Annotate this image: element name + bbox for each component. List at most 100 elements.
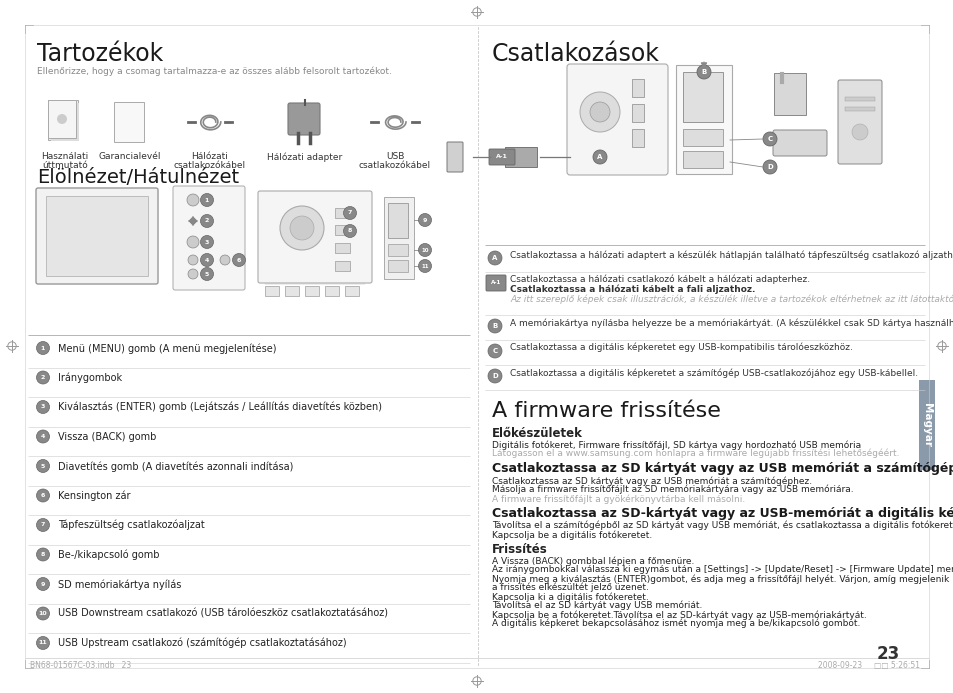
Text: úttmutató: úttmutató: [42, 161, 88, 170]
Bar: [335, 225, 350, 235]
Bar: [388, 260, 408, 272]
Circle shape: [579, 92, 619, 132]
Text: USB Upstream csatlakozó (számítógép csatlakoztatásához): USB Upstream csatlakozó (számítógép csat…: [58, 638, 346, 649]
FancyBboxPatch shape: [837, 80, 882, 164]
Text: 4: 4: [41, 434, 45, 439]
Circle shape: [343, 207, 356, 220]
Circle shape: [57, 114, 67, 124]
Text: A memóriakártya nyílásba helyezze be a memóriakártyát. (A készülékkel csak SD ká: A memóriakártya nyílásba helyezze be a m…: [510, 318, 953, 328]
Circle shape: [488, 344, 501, 358]
Circle shape: [36, 342, 50, 355]
Text: 11: 11: [421, 263, 428, 268]
Text: Csatlakoztassa az SD kártyát vagy az USB memóriát a számítógéphez.: Csatlakoztassa az SD kártyát vagy az USB…: [492, 476, 811, 486]
Text: Kapcsolja be a fotókeretet.Távolítsa el az SD-kártyát vagy az USB-memóriakártyát: Kapcsolja be a fotókeretet.Távolítsa el …: [492, 610, 866, 620]
Circle shape: [200, 193, 213, 207]
Text: A Vissza (BACK) gombbal lépjen a főmenüre.: A Vissza (BACK) gombbal lépjen a főmenür…: [492, 556, 694, 565]
Text: Másolja a firmware frissítőfájlt az SD memóriakártyára vagy az USB memóriára.: Másolja a firmware frissítőfájlt az SD m…: [492, 485, 853, 495]
Text: Csatlakoztassa a hálózati kábelt a fali aljzathoz.: Csatlakoztassa a hálózati kábelt a fali …: [510, 285, 755, 295]
Text: Menü (MENU) gomb (A menü megjelenítése): Menü (MENU) gomb (A menü megjelenítése): [58, 343, 276, 353]
Circle shape: [36, 459, 50, 473]
Bar: [504, 147, 537, 167]
Circle shape: [36, 577, 50, 590]
Text: C: C: [492, 348, 497, 354]
Circle shape: [851, 124, 867, 140]
Text: 9: 9: [41, 581, 45, 586]
Text: 2008-09-23     □□ 5:26:51: 2008-09-23 □□ 5:26:51: [817, 661, 919, 670]
Text: A firmware frissítőfájlt a gyökérkönyvtárba kell másolni.: A firmware frissítőfájlt a gyökérkönyvtá…: [492, 494, 744, 504]
Text: A-1: A-1: [496, 155, 507, 159]
Text: A: A: [492, 255, 497, 261]
Text: 3: 3: [41, 405, 45, 410]
Bar: [265, 286, 278, 296]
Text: Ellenőrizze, hogy a csomag tartalmazza-e az összes alább felsorolt tartozékot.: Ellenőrizze, hogy a csomag tartalmazza-e…: [37, 66, 392, 76]
Circle shape: [343, 225, 356, 238]
Bar: [631, 129, 643, 147]
Circle shape: [220, 255, 230, 265]
Text: Garancialevél: Garancialevél: [99, 152, 161, 161]
Text: a frissítés elkészültét jelző üzenet.: a frissítés elkészültét jelző üzenet.: [492, 583, 648, 593]
Text: Digitális fotókeret, Firmware frissítőfájl, SD kártya vagy hordozható USB memóri: Digitális fotókeret, Firmware frissítőfá…: [492, 440, 861, 450]
Text: Iránygombok: Iránygombok: [58, 373, 122, 383]
Circle shape: [187, 194, 199, 206]
Bar: [335, 243, 350, 253]
Text: 4: 4: [205, 258, 209, 263]
Circle shape: [418, 213, 431, 227]
Text: Csatlakoztassa az SD-kártyát vagy az USB-memóriát a digitális képkerethez.: Csatlakoztassa az SD-kártyát vagy az USB…: [492, 507, 953, 520]
Text: Csatlakoztassa a hálózati adaptert a készülék hátlapján található tápfeszültség : Csatlakoztassa a hálózati adaptert a kés…: [510, 250, 953, 259]
Text: D: D: [492, 373, 497, 379]
Text: 2: 2: [205, 218, 209, 224]
FancyBboxPatch shape: [288, 103, 319, 135]
Text: 11: 11: [38, 640, 48, 645]
Circle shape: [36, 371, 50, 384]
FancyBboxPatch shape: [676, 65, 731, 174]
Text: 1: 1: [205, 198, 209, 202]
FancyBboxPatch shape: [447, 142, 462, 172]
Text: Kapcsolja ki a digitális fotókeretet.: Kapcsolja ki a digitális fotókeretet.: [492, 592, 648, 602]
Text: A firmware frissítése: A firmware frissítése: [492, 401, 720, 421]
Bar: [335, 261, 350, 271]
Text: Csatlakoztassa a digitális képkeretet a számítógép USB-csatlakozójához egy USB-k: Csatlakoztassa a digitális képkeretet a …: [510, 368, 917, 378]
Text: Hálózati: Hálózati: [192, 152, 228, 161]
Text: A digitális képkeret bekapcsolásához ismét nyomja meg a be/kikapcsoló gombot.: A digitális képkeret bekapcsolásához ism…: [492, 619, 860, 629]
Circle shape: [200, 254, 213, 267]
Text: 1: 1: [41, 346, 45, 351]
Text: 8: 8: [41, 552, 45, 557]
Circle shape: [488, 319, 501, 333]
Text: Kiválasztás (ENTER) gomb (Lejátszás / Leállítás diavetítés közben): Kiválasztás (ENTER) gomb (Lejátszás / Le…: [58, 402, 381, 412]
Circle shape: [762, 132, 776, 146]
Circle shape: [762, 160, 776, 174]
FancyBboxPatch shape: [257, 191, 372, 283]
Bar: [682, 129, 722, 146]
Circle shape: [187, 236, 199, 248]
Circle shape: [593, 150, 606, 164]
Bar: [682, 72, 722, 122]
Text: Kapcsolja be a digitális fotókeretet.: Kapcsolja be a digitális fotókeretet.: [492, 530, 652, 539]
Text: Tartozékok: Tartozékok: [37, 42, 163, 66]
Circle shape: [36, 430, 50, 443]
Text: Csatlakoztassa a digitális képkeretet egy USB-kompatibilis tárolóeszközhöz.: Csatlakoztassa a digitális képkeretet eg…: [510, 343, 852, 353]
Circle shape: [36, 607, 50, 620]
Text: B: B: [700, 69, 706, 75]
Text: Diavetítés gomb (A diavetítés azonnali indítása): Diavetítés gomb (A diavetítés azonnali i…: [58, 461, 294, 471]
Text: 10: 10: [421, 247, 428, 252]
Circle shape: [418, 243, 431, 256]
Text: C: C: [766, 136, 772, 142]
Text: 2: 2: [41, 375, 45, 380]
Bar: [388, 203, 408, 238]
FancyBboxPatch shape: [51, 103, 79, 141]
Bar: [285, 286, 298, 296]
Bar: [305, 286, 318, 296]
FancyBboxPatch shape: [48, 100, 78, 140]
Text: A: A: [597, 154, 602, 160]
Text: SD memóriakártya nyílás: SD memóriakártya nyílás: [58, 579, 181, 590]
Bar: [388, 244, 408, 256]
Circle shape: [36, 489, 50, 502]
Bar: [325, 286, 338, 296]
Circle shape: [488, 369, 501, 383]
Circle shape: [188, 255, 198, 265]
Text: Az itt szereplő képek csak illusztrációk, a készülék illetve a tartozékok eltérh: Az itt szereplő képek csak illusztrációk…: [510, 295, 953, 304]
Text: 3: 3: [205, 240, 209, 245]
Text: Magyar: Magyar: [921, 403, 931, 447]
Text: 8: 8: [348, 229, 352, 234]
Text: Csatlakoztassa a hálózati csatlakozó kábelt a hálózati adapterhez.: Csatlakoztassa a hálózati csatlakozó káb…: [510, 275, 809, 285]
